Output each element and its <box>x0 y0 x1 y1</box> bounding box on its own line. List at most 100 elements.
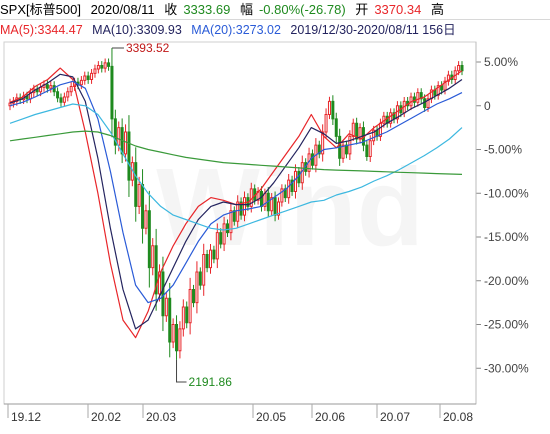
x-tick-label: 20.06 <box>315 410 345 424</box>
watermark: Wind <box>156 146 424 269</box>
ma60-line <box>9 103 463 231</box>
candle <box>378 118 382 141</box>
candle <box>416 88 420 107</box>
candle <box>205 249 209 273</box>
candle <box>35 84 39 97</box>
candle <box>287 174 291 204</box>
candle <box>59 93 63 107</box>
candle <box>242 191 246 222</box>
candle <box>236 195 240 228</box>
candle <box>443 76 447 95</box>
candle <box>96 61 100 74</box>
open-value: 3370.34 <box>374 2 422 17</box>
x-tick-label: 20.02 <box>91 410 121 424</box>
low-marker <box>176 359 187 383</box>
candle <box>175 315 179 360</box>
ma5-legend: MA(5):3344.47 <box>0 23 83 37</box>
candle <box>419 88 423 104</box>
candle <box>90 69 94 84</box>
candle <box>222 216 226 252</box>
candle <box>446 70 450 86</box>
candle <box>188 277 192 335</box>
candle <box>181 299 185 337</box>
y-tick-label: -30.00% <box>484 361 529 375</box>
x-tick-label: 20.05 <box>256 410 286 424</box>
candle <box>226 219 230 237</box>
high-label: 高 <box>430 2 444 17</box>
candle <box>137 176 141 215</box>
date-range-overlay: 2019/12/30-2020/08/11 156日 <box>290 23 456 37</box>
candle <box>144 204 148 235</box>
candle <box>355 117 359 145</box>
candle <box>151 238 155 276</box>
candle <box>110 48 114 138</box>
candle <box>178 321 182 359</box>
y-tick-label: -10.00% <box>484 186 529 200</box>
candle <box>100 61 104 73</box>
candle <box>358 123 362 144</box>
candle <box>171 318 175 349</box>
candle <box>56 87 60 103</box>
candle <box>113 109 117 155</box>
y-tick-label: -15.00% <box>484 230 529 244</box>
candle <box>372 125 376 146</box>
candle <box>185 301 189 329</box>
candle <box>290 175 294 196</box>
candle <box>436 81 440 100</box>
annotations: 3393.52 2191.86 <box>111 41 232 389</box>
close-label: 收 <box>164 2 178 17</box>
candle <box>124 124 128 162</box>
y-tick-label: -5.00% <box>484 143 522 157</box>
y-tick-label: -25.00% <box>484 318 529 332</box>
candle <box>192 284 196 308</box>
candle <box>127 115 131 197</box>
candle <box>66 87 70 102</box>
change-label: 幅 <box>239 2 253 17</box>
candle <box>365 140 369 161</box>
ma-legend: MA(5):3344.47 MA(10):3309.93 MA(20):3273… <box>0 20 550 40</box>
ma250-line <box>9 130 463 175</box>
x-axis: 19.12 20.02 20.03 20.05 20.06 20.07 20.08 <box>4 403 476 424</box>
x-tick-label: 20.03 <box>146 410 176 424</box>
y-axis: 5.00% 0 -5.00% -10.00% -15.00% -20.00% -25.00%… <box>475 42 529 404</box>
candle <box>229 203 233 241</box>
high-value-label: 3393.52 <box>126 41 170 55</box>
candle <box>79 76 83 90</box>
candle <box>49 81 53 93</box>
y-tick-label: 5.00% <box>484 55 518 69</box>
ma20-legend: MA(20):3273.02 <box>191 23 281 37</box>
candle <box>270 193 274 216</box>
candle <box>460 61 464 76</box>
candle <box>429 85 433 104</box>
candle <box>239 197 243 220</box>
candle <box>215 223 219 269</box>
candle <box>389 108 393 128</box>
quote-header: SPX[标普500] 2020/08/11 收 3333.69 幅 -0.80%(-… <box>0 0 550 20</box>
ma10-legend: MA(10):3309.93 <box>92 23 182 37</box>
change-value: -0.80%(-26.78) <box>258 2 346 17</box>
candle <box>321 124 325 162</box>
x-tick-label: 20.08 <box>443 410 473 424</box>
candle <box>103 58 107 73</box>
y-tick-label: -20.00% <box>484 274 529 288</box>
candle <box>341 140 345 163</box>
candle <box>86 71 90 84</box>
candle <box>154 228 158 311</box>
candle <box>107 58 111 71</box>
candle <box>161 256 165 332</box>
candle <box>385 111 389 128</box>
candle <box>334 112 338 143</box>
candle <box>310 149 314 170</box>
candle <box>219 228 223 249</box>
candle <box>317 140 321 159</box>
candles <box>8 48 464 360</box>
open-label: 开 <box>355 2 369 17</box>
candle <box>351 118 355 141</box>
date-label: 2020/08/11 <box>90 2 155 17</box>
x-tick-label: 19.12 <box>11 410 41 424</box>
candle <box>83 71 87 85</box>
candle <box>392 108 396 124</box>
candle <box>62 92 66 107</box>
candle <box>324 108 328 139</box>
